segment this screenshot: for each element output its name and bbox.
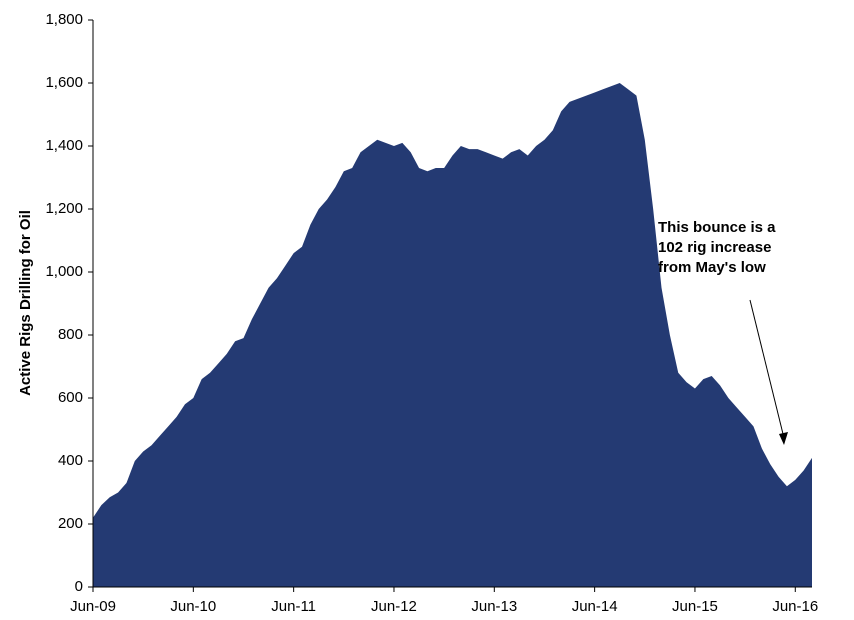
y-tick-label: 1,000 [45, 263, 83, 280]
y-tick-label: 200 [58, 515, 83, 532]
y-tick-label: 800 [58, 326, 83, 343]
x-tick-label: Jun-13 [471, 598, 517, 615]
x-tick-label: Jun-11 [271, 598, 316, 615]
x-tick-label: Jun-10 [170, 598, 216, 615]
annotation: from May's low [658, 259, 766, 276]
y-tick-label: 600 [58, 389, 83, 406]
annotation: This bounce is a [658, 219, 776, 236]
y-tick-label: 1,200 [45, 200, 83, 217]
x-tick-label: Jun-12 [371, 598, 417, 615]
y-tick-label: 1,400 [45, 137, 83, 154]
y-tick-label: 1,800 [45, 11, 83, 28]
y-tick-label: 400 [58, 452, 83, 469]
y-tick-label: 0 [75, 578, 83, 595]
y-axis-label: Active Rigs Drilling for Oil [17, 210, 34, 396]
annotation-arrow [749, 299, 785, 439]
area [93, 83, 812, 587]
y-tick-label: 1,600 [45, 74, 83, 91]
annotation-arrowhead [779, 432, 788, 445]
annotation: 102 rig increase [658, 239, 771, 256]
x-tick-label: Jun-16 [772, 598, 818, 615]
x-tick-label: Jun-15 [672, 598, 718, 615]
x-tick-label: Jun-14 [572, 598, 618, 615]
x-tick-label: Jun-09 [70, 598, 116, 615]
